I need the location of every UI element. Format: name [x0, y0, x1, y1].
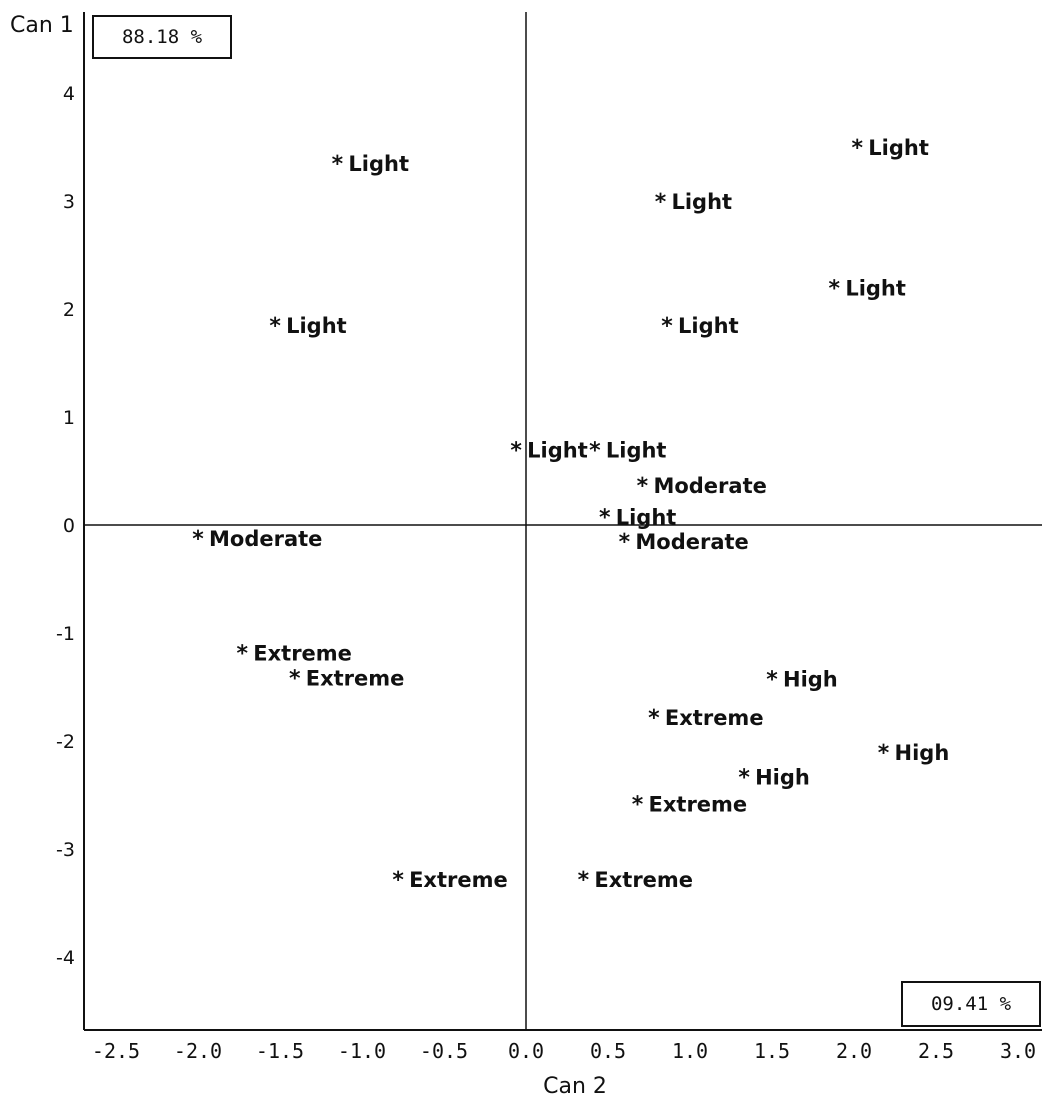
scatter-point-label: Light: [348, 152, 409, 176]
scatter-point-label: Light: [678, 314, 739, 338]
scatter-point-label: Extreme: [306, 666, 405, 690]
scatter-point-label: Light: [616, 505, 677, 529]
scatter-point-marker: *: [648, 706, 660, 731]
x-tick-label: -2.5: [92, 1039, 140, 1063]
scatter-point: * Extreme: [648, 706, 763, 731]
can1-variance-frame: [92, 15, 232, 59]
y-tick-label: 3: [63, 191, 75, 213]
scatter-point-label: Extreme: [409, 868, 508, 892]
scatter-point-label: Extreme: [649, 793, 748, 817]
scatter-point-marker: *: [632, 793, 644, 818]
scatter-point: * Light: [589, 438, 666, 463]
scatter-point-marker: *: [661, 314, 673, 339]
can1-variance-box: 88.18 %: [92, 15, 232, 59]
y-tick-label: -4: [56, 947, 75, 969]
y-tick-label: 4: [63, 83, 75, 105]
scatter-point-label: High: [755, 766, 810, 790]
y-tick-label: -3: [56, 839, 75, 861]
x-tick-label: -1.5: [256, 1039, 304, 1063]
scatter-point: * Moderate: [637, 474, 767, 499]
scatter-point-marker: *: [655, 190, 667, 215]
scatter-point: * Moderate: [192, 527, 322, 552]
x-tick-label: -0.5: [420, 1039, 468, 1063]
x-axis-title: Can 2: [543, 1074, 607, 1096]
scatter-point: * Light: [269, 314, 346, 339]
scatter-point-label: Light: [606, 438, 667, 462]
scatter-point-marker: *: [738, 766, 750, 791]
scatter-point: * Extreme: [632, 793, 747, 818]
x-tick-label: -2.0: [174, 1039, 222, 1063]
x-tick-label: 2.0: [836, 1039, 872, 1063]
x-tick-label: 2.5: [918, 1039, 954, 1063]
scatter-point-marker: *: [237, 641, 249, 666]
scatter-point-label: Extreme: [253, 641, 352, 665]
scatter-point-label: Moderate: [209, 527, 322, 551]
scatter-point: * Extreme: [289, 666, 404, 691]
scatter-point-marker: *: [599, 505, 611, 530]
scatter-point-label: High: [783, 667, 838, 691]
scatter-point-label: Light: [868, 136, 929, 160]
x-tick-label: -1.0: [338, 1039, 386, 1063]
scatter-point: * Extreme: [578, 868, 693, 893]
x-tick-label: 1.0: [672, 1039, 708, 1063]
scatter-point-marker: *: [269, 314, 281, 339]
y-tick-label: 0: [63, 515, 75, 537]
scatter-point-marker: *: [766, 667, 778, 692]
scatter-point-marker: *: [510, 438, 522, 463]
scatter-point: * Light: [332, 152, 409, 177]
y-tick-label: -2: [56, 731, 75, 753]
scatter-point-label: Light: [845, 276, 906, 300]
can2-variance-label: 09.41 %: [931, 993, 1012, 1015]
scatter-point: * High: [766, 667, 838, 692]
scatter-point-marker: *: [637, 474, 649, 499]
can2-variance-frame: [901, 981, 1041, 1027]
x-tick-label: 0.5: [590, 1039, 626, 1063]
scatter-point-marker: *: [289, 666, 301, 691]
scatter-point-marker: *: [619, 530, 631, 555]
scatter-point: * Light: [655, 190, 732, 215]
scatter-point: * Light: [829, 276, 906, 301]
scatter-points: * Light* Light* Light* Light* Light* Light* Lig…: [192, 136, 949, 893]
x-tick-labels: -2.5 -2.0 -1.5 -1.0 -0.5 0.0 0.5 1.0 1.5 2.0 2.5 3.…: [92, 1039, 1036, 1063]
scatter-point: * Extreme: [237, 641, 352, 666]
x-tick-label: 1.5: [754, 1039, 790, 1063]
scatter-point: * Moderate: [619, 530, 749, 555]
y-tick-labels: 4 3 2 1 0 -1 -2 -3 -4: [56, 83, 75, 969]
scatter-point-label: High: [895, 741, 950, 765]
scatter-point-label: Moderate: [653, 474, 766, 498]
scatter-point-label: Extreme: [665, 706, 764, 730]
scatter-point: * Light: [510, 438, 587, 463]
scatter-point-marker: *: [192, 527, 204, 552]
scatter-point-marker: *: [829, 276, 841, 301]
scatter-point-marker: *: [332, 152, 344, 177]
scatter-point-marker: *: [852, 136, 864, 161]
scatter-point-label: Extreme: [594, 868, 693, 892]
scatter-point: * Light: [661, 314, 738, 339]
scatter-point-marker: *: [578, 868, 590, 893]
scatter-point-marker: *: [392, 868, 404, 893]
y-axis-title: Can 1: [10, 13, 74, 38]
scatter-point-label: Moderate: [635, 530, 748, 554]
y-tick-label: 2: [63, 299, 75, 321]
x-tick-label: 3.0: [1000, 1039, 1036, 1063]
scatter-point: * Extreme: [392, 868, 507, 893]
can1-variance-label: 88.18 %: [122, 26, 203, 48]
can2-variance-box: 09.41 %: [901, 981, 1041, 1027]
scatter-point-label: Light: [527, 438, 588, 462]
y-tick-label: 1: [63, 407, 75, 429]
scatter-point-marker: *: [878, 741, 890, 766]
scatter-point-label: Light: [671, 190, 732, 214]
y-tick-label: -1: [56, 623, 75, 645]
scatter-point-label: Light: [286, 314, 347, 338]
scatter-point: * Light: [852, 136, 929, 161]
scatter-point-marker: *: [589, 438, 601, 463]
scatter-point: * High: [878, 741, 950, 766]
x-tick-label: 0.0: [508, 1039, 544, 1063]
scatter-point: * Light: [599, 505, 676, 530]
scatter-point: * High: [738, 766, 810, 791]
